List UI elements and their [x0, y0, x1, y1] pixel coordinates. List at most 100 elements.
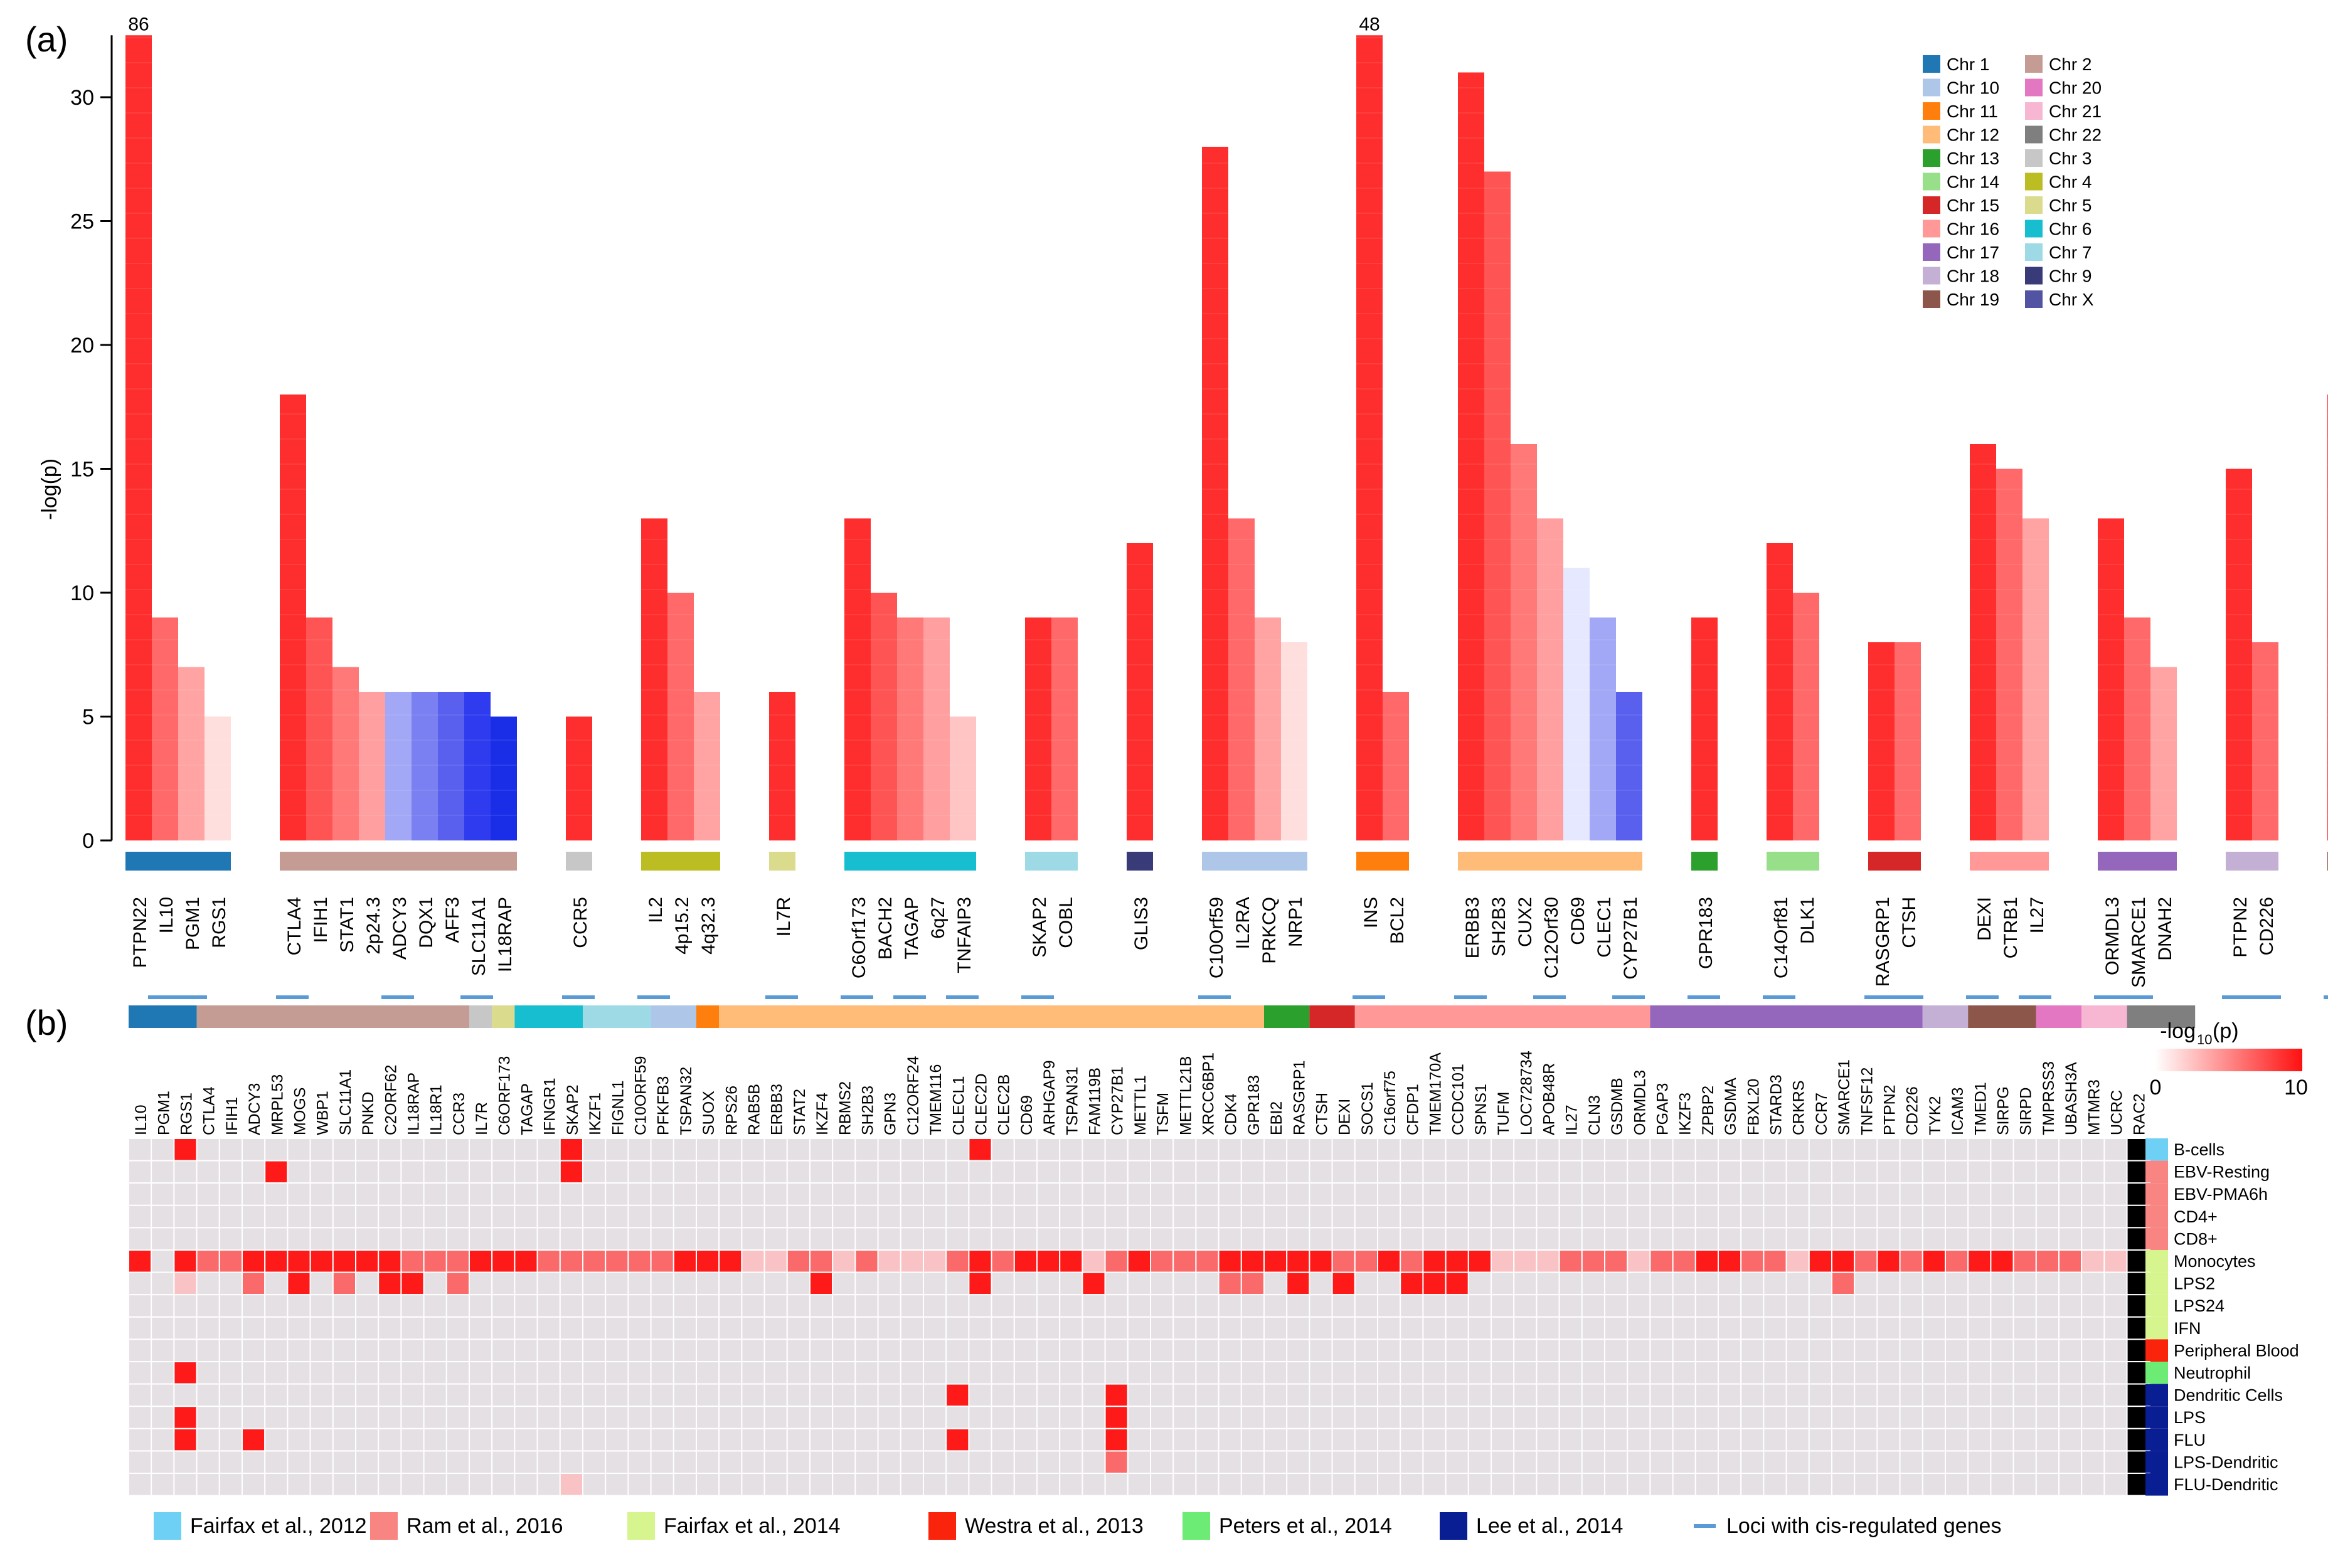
- heatmap-cell: [1218, 1182, 1242, 1206]
- heatmap-cell: [2035, 1316, 2060, 1340]
- heatmap-cell: [309, 1160, 334, 1184]
- heatmap-gene-label: TSPAN31: [1063, 1067, 1081, 1135]
- heatmap-cell: [1104, 1361, 1129, 1385]
- legend-label: Chr X: [2049, 290, 2094, 309]
- heatmap-cell: [945, 1428, 970, 1452]
- heatmap-cell: [469, 1249, 493, 1273]
- heatmap-cell: [1604, 1450, 1629, 1474]
- heatmap-cell: [650, 1361, 674, 1385]
- heatmap-cell: [1649, 1473, 1674, 1496]
- heatmap-cell: [923, 1249, 947, 1273]
- heatmap-cell: [1491, 1249, 1515, 1273]
- heatmap-cell: [991, 1316, 1015, 1340]
- study-strip: [2145, 1451, 2168, 1473]
- heatmap-cell: [1445, 1361, 1469, 1385]
- heatmap-cell: [991, 1271, 1015, 1296]
- heatmap-cell: [1581, 1361, 1606, 1385]
- chr-band: [1025, 852, 1078, 871]
- heatmap-cell: [1808, 1473, 1833, 1496]
- heatmap-cell: [832, 1338, 856, 1362]
- heatmap-cell: [469, 1160, 493, 1184]
- heatmap-gene-label: CRKRS: [1790, 1080, 1808, 1135]
- heatmap-cell: [1286, 1383, 1310, 1407]
- heatmap-cell: [1649, 1428, 1674, 1452]
- heatmap-cell: [1445, 1271, 1469, 1296]
- heatmap-cell: [469, 1338, 493, 1362]
- heatmap-cell: [1467, 1361, 1492, 1385]
- heatmap-cell: [332, 1383, 356, 1407]
- heatmap-cell: [1513, 1428, 1538, 1452]
- heatmap-cell: [378, 1316, 402, 1340]
- heatmap-gene-label: C6ORF173: [496, 1056, 513, 1135]
- heatmap-cell: [991, 1294, 1015, 1318]
- heatmap-cell: [1627, 1406, 1651, 1429]
- heatmap-cell: [2012, 1450, 2037, 1474]
- heatmap-cell: [1263, 1316, 1288, 1340]
- heatmap-cell: [287, 1361, 311, 1385]
- bar-label: DQX1: [416, 897, 437, 948]
- heatmap-cell: [1763, 1204, 1787, 1229]
- heatmap-cell: [991, 1160, 1015, 1184]
- heatmap-cell: [1945, 1338, 1969, 1362]
- heatmap-gene-label: CLEC2B: [996, 1074, 1013, 1135]
- heatmap-cell: [287, 1338, 311, 1362]
- heatmap-cell: [1899, 1160, 1923, 1184]
- heatmap-cell: [378, 1160, 402, 1184]
- heatmap-cell: [1990, 1361, 2014, 1385]
- bar-label: C14Orf81: [1771, 897, 1792, 978]
- bar-COBL: [1051, 617, 1078, 840]
- heatmap-cell: [809, 1428, 834, 1452]
- heatmap-cell: [923, 1160, 947, 1184]
- legend-swatch: [1923, 172, 1940, 191]
- heatmap-cell: [1854, 1227, 1878, 1251]
- heatmap-cell: [1491, 1204, 1515, 1229]
- heatmap-cell: [1104, 1249, 1129, 1273]
- legend-swatch: [1923, 220, 1940, 238]
- heatmap-gene-label: MRPL53: [268, 1074, 286, 1135]
- heatmap-cell: [945, 1138, 970, 1162]
- heatmap-cell: [718, 1294, 743, 1318]
- bar-label: SKAP2: [1029, 897, 1050, 958]
- heatmap-cell: [786, 1138, 811, 1162]
- heatmap-cell: [1558, 1338, 1583, 1362]
- heatmap-cell: [1286, 1249, 1310, 1273]
- heatmap-cell: [650, 1249, 674, 1273]
- heatmap-cell: [605, 1227, 629, 1251]
- heatmap-cell: [1400, 1227, 1424, 1251]
- heatmap-cell: [1127, 1249, 1152, 1273]
- heatmap-cell: [968, 1249, 992, 1273]
- heatmap-cell: [1309, 1428, 1333, 1452]
- chr-band: [1922, 1005, 1969, 1028]
- heatmap-gene-label: TNFSF12: [1858, 1067, 1876, 1135]
- heatmap-cell: [1694, 1338, 1719, 1362]
- heatmap-cell: [2012, 1227, 2037, 1251]
- heatmap-cell: [218, 1227, 243, 1251]
- heatmap-cell: [1331, 1428, 1356, 1452]
- heatmap-cell: [1876, 1138, 1901, 1162]
- heatmap-cell: [1785, 1227, 1810, 1251]
- heatmap-cell: [968, 1450, 992, 1474]
- bar-BCL2: [1383, 692, 1409, 840]
- bar-label: CTLA4: [284, 897, 305, 955]
- heatmap-cell: [877, 1428, 901, 1452]
- colorbar-title: -log: [2160, 1019, 2196, 1043]
- heatmap-cell: [2012, 1428, 2037, 1452]
- heatmap-cell: [1036, 1428, 1061, 1452]
- bar-label: PRKCQ: [1259, 897, 1280, 964]
- heatmap-cell: [378, 1204, 402, 1229]
- study-strip: [2145, 1473, 2168, 1496]
- heatmap-cell: [423, 1271, 447, 1296]
- heatmap-cell: [2103, 1361, 2128, 1385]
- heatmap-cell: [696, 1204, 720, 1229]
- heatmap-cell: [991, 1204, 1015, 1229]
- heatmap: IL10 PGM1 RGS1 CTLA4 IFIH1 ADCY3 MRPL53 MOGS WBP…: [128, 1005, 2308, 1496]
- heatmap-cell: [1059, 1160, 1083, 1184]
- heatmap-cell: [2035, 1473, 2060, 1496]
- heatmap-cell: [605, 1428, 629, 1452]
- heatmap-cell: [741, 1316, 765, 1340]
- heatmap-cell: [1876, 1361, 1901, 1385]
- heatmap-cell: [582, 1182, 607, 1206]
- heatmap-cell: [809, 1294, 834, 1318]
- heatmap-cell: [491, 1227, 516, 1251]
- heatmap-cell: [763, 1160, 788, 1184]
